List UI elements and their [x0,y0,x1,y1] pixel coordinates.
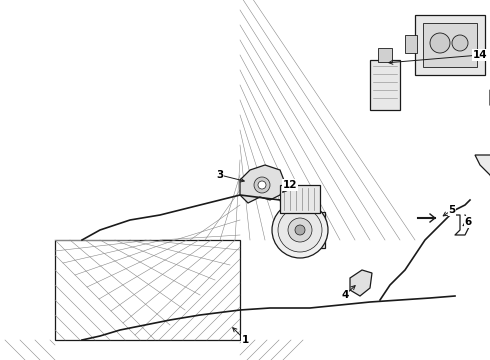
Circle shape [288,218,312,242]
Text: 5: 5 [448,205,456,215]
Polygon shape [240,165,285,203]
Bar [300,212,325,248]
Circle shape [254,177,270,193]
Polygon shape [350,270,372,296]
Text: 14: 14 [473,50,488,60]
Text: 1: 1 [242,335,248,345]
Circle shape [452,35,468,51]
Circle shape [430,33,450,53]
Circle shape [278,208,322,252]
Bar [370,60,400,110]
Bar [423,23,477,67]
Circle shape [272,202,328,258]
Bar [405,35,417,53]
Bar [378,48,392,62]
Text: 4: 4 [342,290,349,300]
Text: 12: 12 [283,180,297,190]
Text: 3: 3 [217,170,223,180]
Circle shape [295,225,305,235]
Circle shape [258,181,266,189]
Bar [55,240,240,340]
Text: 6: 6 [465,217,472,227]
Bar [415,15,485,75]
Bar [280,185,320,213]
Polygon shape [475,155,490,240]
